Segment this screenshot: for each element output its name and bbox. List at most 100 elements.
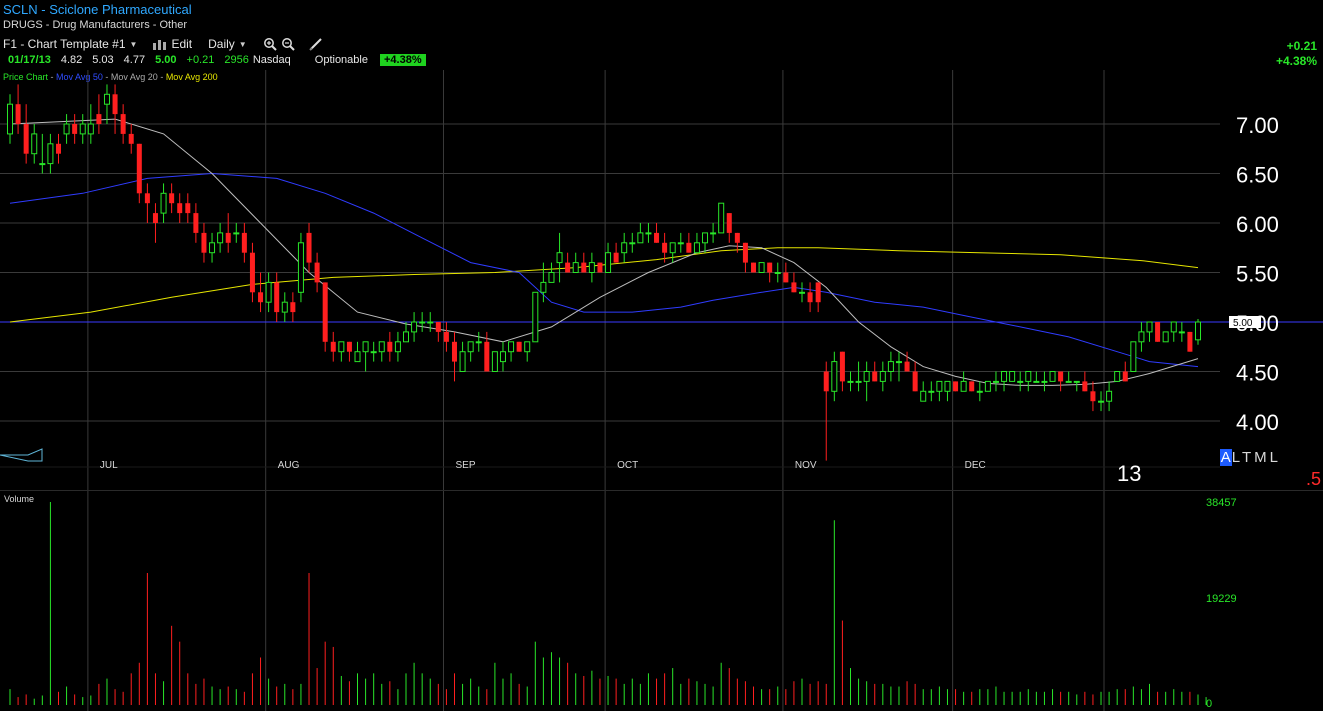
- candle: [1058, 371, 1064, 392]
- candle: [297, 232, 304, 303]
- alert-controls[interactable]: ALTML: [1219, 449, 1281, 466]
- candle: [960, 371, 967, 392]
- candle-body: [588, 262, 595, 274]
- change-value: +0.21: [1286, 39, 1317, 53]
- candle: [274, 272, 280, 322]
- candle-body: [15, 104, 21, 124]
- candle: [128, 124, 134, 154]
- candle-body: [120, 114, 126, 134]
- edit-button[interactable]: Edit: [153, 37, 192, 51]
- period-dropdown[interactable]: Daily ▼: [208, 37, 247, 51]
- candle: [1073, 380, 1080, 392]
- candle: [984, 380, 991, 392]
- candle: [96, 94, 102, 134]
- candle-body: [605, 252, 612, 273]
- candle: [597, 262, 603, 273]
- candle-body: [330, 341, 336, 352]
- candle: [976, 381, 983, 402]
- legend-ma20[interactable]: Mov Avg 20: [110, 72, 158, 82]
- corner-mark: .5: [1305, 469, 1321, 489]
- change-percent: +4.38%: [1275, 54, 1317, 68]
- candle-body: [815, 282, 821, 303]
- candle-body: [597, 262, 603, 273]
- percent-change-badge: +4.38%: [379, 54, 426, 66]
- ma50-line: [9, 172, 1199, 368]
- price-tick-label: 6.00: [1236, 212, 1279, 237]
- candle-body: [677, 242, 684, 245]
- candle-body: [847, 380, 854, 383]
- candle-body: [387, 341, 393, 352]
- candle-body: [976, 390, 983, 393]
- last-price-box: [1229, 316, 1261, 328]
- month-label: JUL: [100, 460, 118, 471]
- candle: [654, 223, 660, 243]
- industry-label: DRUGS - Drug Manufacturers - Other: [3, 19, 187, 31]
- candle: [912, 361, 918, 392]
- candle-body: [572, 262, 579, 274]
- candle: [992, 371, 999, 392]
- legend-ma50[interactable]: Mov Avg 50: [56, 72, 103, 82]
- alert-a-button[interactable]: A: [1219, 449, 1232, 466]
- zoom-in-button[interactable]: [263, 37, 277, 51]
- candle-body: [258, 292, 264, 303]
- legend-ma200[interactable]: Mov Avg 200: [165, 72, 218, 82]
- candle-body: [185, 203, 191, 214]
- candle: [613, 242, 619, 263]
- candle: [751, 262, 757, 273]
- candle-body: [920, 390, 927, 402]
- template-dropdown[interactable]: F1 - Chart Template #1 ▼: [3, 37, 138, 51]
- candle: [791, 272, 797, 293]
- ma20-line: [9, 118, 1199, 386]
- candle: [815, 282, 821, 313]
- candle: [702, 232, 709, 253]
- candle: [686, 232, 692, 253]
- candle-body: [1090, 391, 1096, 402]
- candle-body: [1187, 331, 1193, 352]
- candle: [79, 114, 86, 144]
- candle-body: [241, 232, 247, 253]
- candle-body: [152, 213, 158, 223]
- candle: [1138, 322, 1145, 352]
- candle: [855, 361, 862, 392]
- candle-body: [274, 282, 280, 313]
- candle-body: [556, 252, 563, 264]
- candle-body: [249, 252, 255, 293]
- candle-body: [944, 380, 951, 392]
- candle: [774, 262, 781, 283]
- candle-body: [451, 341, 457, 362]
- candle: [969, 381, 975, 392]
- pane-divider[interactable]: [0, 490, 1323, 491]
- candle: [370, 341, 377, 362]
- candle: [1194, 319, 1202, 345]
- candle-body: [629, 242, 636, 245]
- candle-body: [225, 232, 231, 243]
- price-tick-label: 5.50: [1236, 262, 1279, 287]
- volume-bars: [9, 502, 1207, 705]
- quote-date: 01/17/13: [8, 54, 51, 66]
- candle: [742, 242, 748, 273]
- candle-body: [1033, 380, 1040, 383]
- candle: [798, 282, 806, 303]
- chevron-down-icon: ▼: [129, 39, 138, 49]
- candle-body: [581, 262, 587, 273]
- month-label: OCT: [617, 460, 638, 471]
- candle: [895, 351, 902, 382]
- candle-body: [290, 302, 296, 313]
- zoom-out-button[interactable]: [281, 37, 295, 51]
- candle-body: [1009, 371, 1016, 382]
- candle-body: [1114, 371, 1121, 382]
- candle: [217, 223, 224, 253]
- candle: [249, 242, 255, 303]
- candle-body: [831, 361, 838, 392]
- legend-price[interactable]: Price Chart: [3, 72, 49, 82]
- candle: [160, 183, 167, 223]
- zoom-out-icon: [281, 38, 295, 51]
- candle: [402, 322, 410, 343]
- symbol-title: SCLN - Sciclone Pharmaceutical: [3, 2, 192, 17]
- price-tick-label: 7.00: [1236, 113, 1279, 138]
- candle: [1146, 321, 1153, 342]
- candle-body: [338, 341, 345, 353]
- candle-body: [47, 143, 54, 165]
- draw-tool-button[interactable]: [309, 37, 323, 51]
